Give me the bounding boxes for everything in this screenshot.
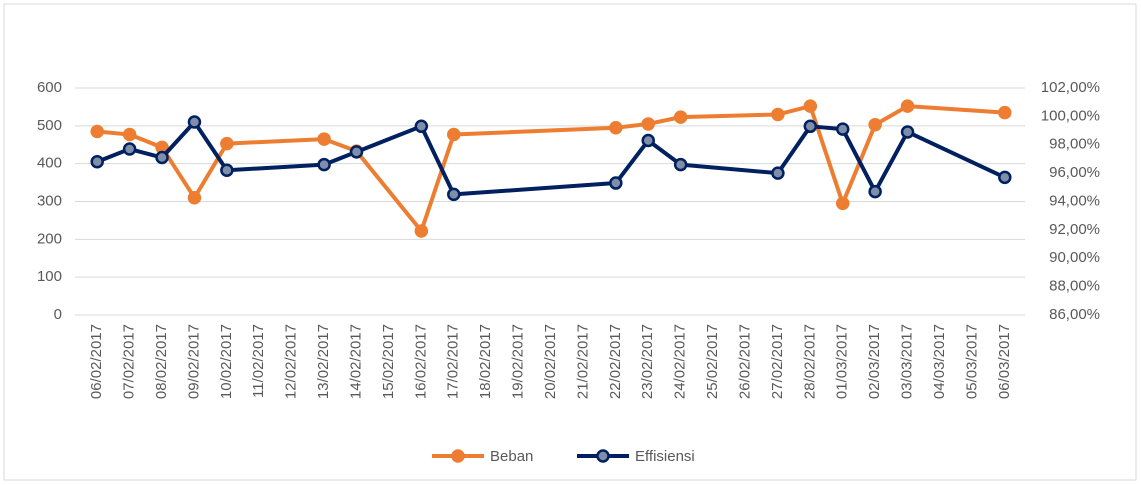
- chart-border: [3, 3, 1137, 481]
- x-tick-label: 11/02/2017: [250, 324, 267, 398]
- series-line: [96, 120, 1006, 197]
- legend-marker: [451, 449, 465, 463]
- x-tick-label: 15/02/2017: [380, 324, 397, 399]
- y-tick-label: 0: [54, 306, 62, 323]
- y2-tick-label: 100,00%: [1041, 107, 1100, 124]
- point: [641, 133, 655, 148]
- point: [673, 157, 688, 172]
- point: [447, 127, 461, 142]
- y2-tick-label: 90,00%: [1049, 249, 1100, 266]
- point: [122, 142, 137, 156]
- point: [803, 119, 818, 134]
- point: [155, 150, 169, 165]
- point: [998, 170, 1012, 185]
- y2-tick-label: 94,00%: [1049, 192, 1100, 209]
- x-tick-label: 25/02/2017: [704, 324, 721, 399]
- x-tick-label: 05/03/2017: [963, 324, 980, 399]
- point: [220, 136, 234, 151]
- y2-tick-label: 88,00%: [1049, 278, 1100, 295]
- x-tick-label: 18/02/2017: [477, 324, 494, 399]
- y-tick-label: 300: [37, 192, 62, 209]
- x-tick-label: 01/03/2017: [834, 324, 851, 399]
- x-tick-label: 17/02/2017: [445, 324, 462, 399]
- x-tick-label: 09/02/2017: [185, 324, 202, 399]
- x-tick-label: 10/02/2017: [218, 324, 235, 399]
- legend-label: Effisiensi: [635, 448, 695, 465]
- x-tick-label: 04/03/2017: [931, 324, 948, 399]
- x-tick-label: 06/03/2017: [996, 324, 1013, 399]
- x-tick-label: 22/02/2017: [607, 324, 624, 399]
- x-tick-label: 23/02/2017: [639, 324, 656, 399]
- point: [868, 184, 882, 199]
- point: [90, 124, 104, 139]
- y2-tick-label: 102,00%: [1041, 79, 1100, 96]
- x-tick-label: 03/03/2017: [899, 324, 916, 399]
- x-tick-label: 06/02/2017: [88, 324, 105, 399]
- point: [835, 196, 850, 211]
- point: [803, 99, 818, 113]
- point: [349, 145, 364, 159]
- x-tick-label: 19/02/2017: [510, 324, 527, 399]
- y-tick-label: 500: [37, 117, 62, 134]
- point: [414, 119, 429, 134]
- legend-marker: [596, 449, 610, 463]
- x-tick-label: 24/02/2017: [672, 324, 689, 399]
- point: [122, 127, 137, 142]
- point: [414, 224, 429, 238]
- x-tick-label: 27/02/2017: [769, 324, 786, 399]
- point: [609, 176, 623, 190]
- x-tick-label: 26/02/2017: [736, 324, 753, 399]
- point: [220, 163, 234, 178]
- point: [900, 125, 915, 139]
- x-tick-label: 13/02/2017: [315, 324, 332, 399]
- x-tick-label: 14/02/2017: [347, 324, 364, 399]
- point: [673, 110, 688, 124]
- y-tick-label: 600: [37, 79, 62, 96]
- x-tick-label: 12/02/2017: [283, 324, 300, 399]
- x-tick-label: 16/02/2017: [412, 324, 429, 399]
- point: [90, 155, 104, 169]
- x-tick-label: 28/02/2017: [801, 324, 818, 399]
- y-tick-label: 400: [37, 155, 62, 172]
- x-tick-label: 21/02/2017: [574, 324, 591, 399]
- point: [641, 117, 655, 131]
- point: [771, 166, 785, 180]
- y2-tick-label: 86,00%: [1049, 306, 1100, 323]
- point: [447, 187, 461, 202]
- y-tick-label: 200: [37, 230, 62, 247]
- x-tick-label: 07/02/2017: [121, 324, 138, 399]
- point: [771, 107, 785, 122]
- point: [317, 132, 331, 146]
- x-tick-label: 20/02/2017: [542, 324, 559, 399]
- point: [900, 99, 915, 113]
- y-tick-label: 100: [37, 268, 62, 285]
- y2-tick-label: 92,00%: [1049, 221, 1100, 238]
- x-tick-label: 08/02/2017: [153, 324, 170, 399]
- point: [609, 120, 623, 135]
- point: [868, 117, 882, 132]
- point: [187, 115, 202, 129]
- x-tick-label: 02/03/2017: [866, 324, 883, 399]
- point: [998, 105, 1012, 120]
- series-line: [97, 104, 1005, 234]
- point: [187, 190, 202, 205]
- legend-label: Beban: [490, 448, 533, 465]
- point: [835, 122, 850, 136]
- y2-tick-label: 98,00%: [1049, 136, 1100, 153]
- point: [317, 157, 331, 172]
- y2-tick-label: 96,00%: [1049, 164, 1100, 181]
